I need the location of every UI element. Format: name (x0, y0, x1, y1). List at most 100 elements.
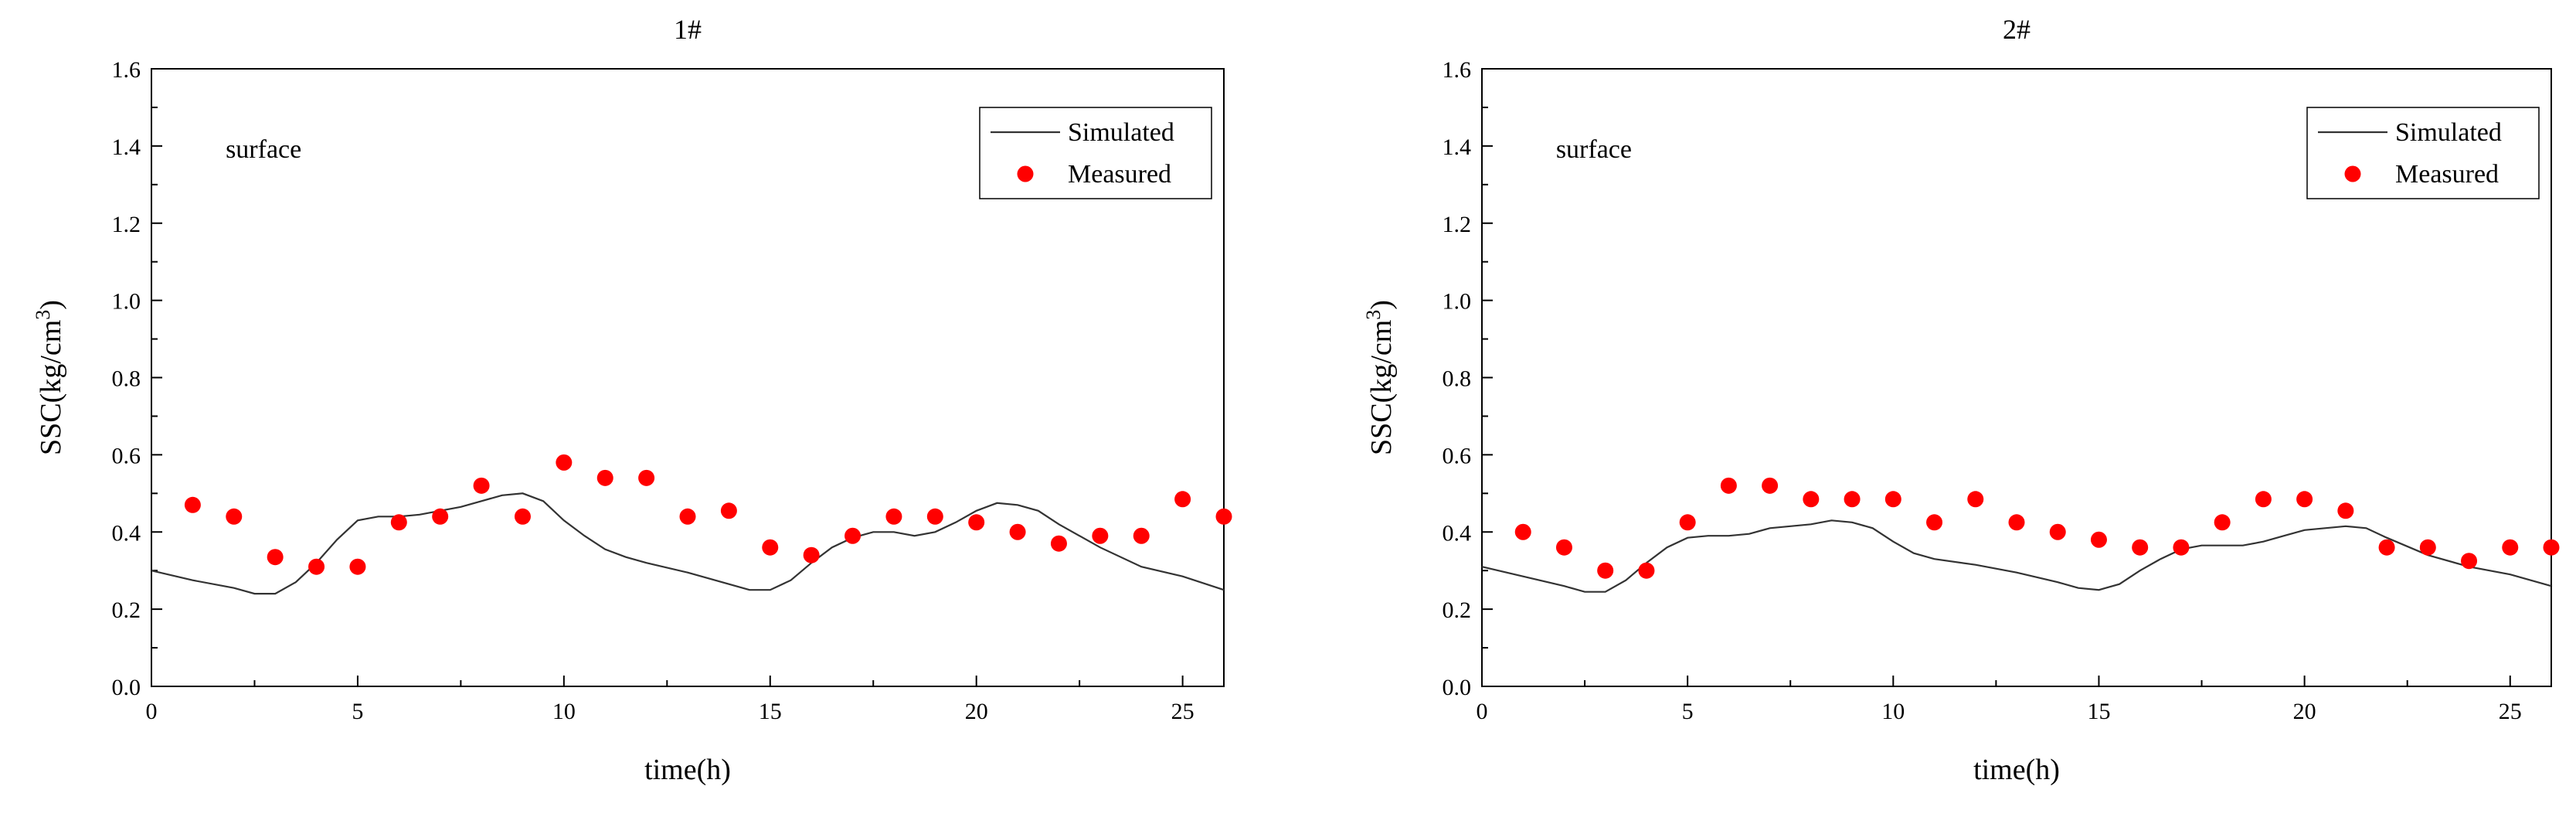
chart2-measured-point (2461, 553, 2478, 570)
chart1-measured-point (885, 508, 902, 525)
chart1-series-simulated-line (151, 492, 1225, 595)
chart1-ytick-label: 0.4 (112, 520, 141, 546)
chart1-title: 1# (674, 14, 702, 45)
chart1-panel: 1# 0 5 10 15 20 25 0.0 0.2 0.4 0.6 0.8 1.0 1.2 1.4 1.6 t… (32, 14, 1232, 786)
chart1-xlabel: time(h) (644, 754, 731, 786)
chart1-xtick-label: 5 (352, 699, 363, 724)
chart2-measured-point (1597, 562, 1614, 579)
chart1-measured-point (1174, 491, 1191, 508)
chart1-measured-point (432, 508, 449, 525)
chart2-measured-point (2214, 514, 2231, 531)
chart2-ytick-label: 0.0 (1443, 675, 1472, 700)
chart2-legend-swatch-dot (2344, 165, 2361, 182)
chart2-ytick-label: 0.6 (1443, 443, 1472, 468)
chart2-measured-point (1720, 477, 1737, 494)
chart2-ylabel: SSC(kg/cm3) (1362, 300, 1398, 455)
chart1-annotation: surface (226, 135, 301, 164)
chart2-measured-point (2008, 514, 2025, 531)
chart1-ytick-label: 1.0 (112, 289, 141, 315)
chart1-measured-point (638, 469, 655, 486)
chart2-legend-label: Simulated (2395, 118, 2502, 147)
chart2-xtick-label: 20 (2293, 699, 2316, 724)
chart2-measured-point (2255, 491, 2272, 508)
chart1-measured-point (1133, 527, 1150, 544)
chart2-xtick-label: 10 (1881, 699, 1905, 724)
chart1-legend-swatch-dot (1017, 165, 1034, 182)
chart2-measured-point (2173, 539, 2190, 556)
chart1-measured-point (1050, 535, 1067, 552)
chart1-measured-point (762, 539, 779, 556)
chart1-xtick-label: 10 (552, 699, 576, 724)
chart2-xtick-label: 0 (1477, 699, 1488, 724)
chart1-measured-point (596, 469, 613, 486)
chart1-measured-point (226, 508, 243, 525)
chart1-measured-point (1009, 523, 1026, 540)
chart1-legend-label: Measured (1068, 160, 1171, 189)
chart2-measured-point (2132, 539, 2149, 556)
chart1-legend-box (979, 107, 1212, 199)
chart2-measured-point (2378, 539, 2395, 556)
chart1-measured-point (184, 496, 201, 513)
chart1-measured-point (926, 508, 943, 525)
chart2-ylabel-tail: ) (1365, 300, 1398, 310)
chart1-legend-label: Simulated (1068, 118, 1174, 147)
chart1-measured-point (514, 508, 531, 525)
chart2-measured-point (1514, 523, 1531, 540)
chart1-measured-point (845, 527, 861, 544)
chart1-measured-point (556, 454, 573, 471)
chart2-ytick-label: 1.6 (1443, 57, 1472, 83)
chart1-measured-point (720, 502, 737, 519)
chart2-annotation: surface (1556, 135, 1632, 164)
chart2-measured-point (1844, 491, 1861, 508)
chart2-series-simulated-line (1481, 519, 2552, 593)
chart1-ytick-label: 0.0 (112, 675, 141, 700)
chart2-ytick-label: 1.2 (1443, 212, 1472, 237)
chart1-measured-point (390, 514, 407, 531)
chart2-measured-point (2502, 539, 2519, 556)
chart2-measured-point (1638, 562, 1655, 579)
chart2-ylabel-sup: 3 (1362, 310, 1385, 320)
chart1-ylabel-tail: ) (35, 300, 67, 310)
chart1-measured-point (803, 546, 820, 563)
chart1-xtick-label: 20 (965, 699, 988, 724)
chart2-measured-point (1926, 514, 1943, 531)
chart2-measured-point (1762, 477, 1779, 494)
chart2-legend-box (2306, 107, 2540, 199)
chart1-measured-point (308, 558, 325, 575)
chart1-xtick-label: 25 (1171, 699, 1195, 724)
chart2-measured-point (1679, 514, 1696, 531)
chart1-ytick-label: 0.6 (112, 443, 141, 468)
chart2-measured-point (1803, 491, 1820, 508)
chart2-panel: 2# 0 5 10 15 20 25 0.0 0.2 0.4 0.6 0.8 1.0 1.2 1.4 1.6 t… (1362, 14, 2560, 786)
chart2-measured-point (2543, 539, 2560, 556)
chart1-ytick-label: 1.6 (112, 57, 141, 83)
chart2-measured-point (1884, 491, 1901, 508)
chart2-measured-point (2049, 523, 2066, 540)
chart1-measured-point (473, 477, 490, 494)
chart2-xtick-label: 15 (2087, 699, 2110, 724)
chart1-ytick-label: 1.4 (112, 134, 141, 160)
chart2-ytick-label: 1.0 (1443, 289, 1472, 315)
chart2-xtick-label: 5 (1682, 699, 1694, 724)
chart1-measured-point (267, 549, 284, 566)
chart2-measured-point (1555, 539, 1572, 556)
chart2-measured-point (2296, 491, 2313, 508)
chart1-ytick-label: 0.2 (112, 597, 141, 623)
chart1-ylabel-base: SSC(kg/cm (35, 320, 67, 455)
chart2-ytick-label: 1.4 (1443, 134, 1472, 160)
chart2-legend-label: Measured (2395, 160, 2499, 189)
chart1-measured-point (679, 508, 696, 525)
chart1-measured-point (349, 558, 366, 575)
chart1-measured-point (1215, 508, 1232, 525)
chart2-ylabel-base: SSC(kg/cm (1365, 320, 1398, 455)
chart2-measured-point (2337, 502, 2354, 519)
chart2-measured-point (2090, 531, 2107, 548)
chart2-xlabel: time(h) (1973, 754, 2060, 786)
chart1-measured-point (1092, 527, 1109, 544)
chart1-ytick-label: 1.2 (112, 212, 141, 237)
chart2-measured-point (1967, 491, 1984, 508)
chart1-measured-point (968, 514, 985, 531)
chart2-measured-point (2419, 539, 2436, 556)
